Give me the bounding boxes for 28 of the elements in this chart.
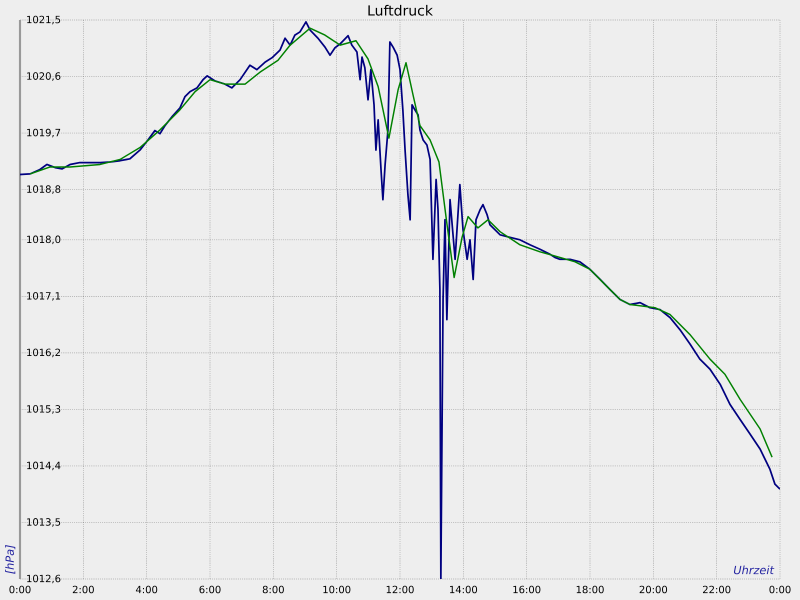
y-tick-label: 1017,1 (27, 292, 60, 301)
line-series (29, 27, 773, 458)
y-tick-label: 1013,5 (27, 518, 60, 527)
y-axis-title: [hPa] (5, 545, 16, 574)
x-tick-label: 16:00 (513, 586, 540, 594)
chart-title: Luftdruck (368, 4, 433, 16)
y-tick-label: 1014,4 (27, 462, 60, 470)
y-tick-label: 1018,0 (27, 236, 60, 244)
x-tick-label: 22:00 (702, 586, 730, 594)
x-tick-label: 8:00 (262, 586, 284, 594)
x-tick-label: 4:00 (136, 586, 158, 594)
y-tick-label: 1020,6 (27, 72, 60, 81)
x-tick-label: 6:00 (199, 586, 221, 594)
y-tick-label: 1018,8 (27, 185, 60, 194)
y-tick-label: 1019,7 (27, 128, 60, 138)
x-tick-label: 12:00 (386, 586, 414, 594)
x-tick-label: 0:00 (9, 586, 31, 594)
x-tick-label: 10:00 (323, 586, 350, 594)
x-tick-label: 18:00 (576, 586, 604, 594)
x-tick-label: 14:00 (450, 586, 478, 594)
x-tick-label: 0:00 (769, 586, 791, 594)
y-tick-label: 1015,3 (27, 405, 60, 414)
y-tick-label: 1021,5 (27, 16, 60, 24)
x-tick-label: 20:00 (640, 586, 668, 594)
y-tick-label: 1016,2 (27, 348, 60, 358)
x-tick-label: 2:00 (72, 586, 94, 594)
x-axis-title: Uhrzeit (734, 566, 774, 574)
y-tick-label: 1012,6 (27, 574, 60, 584)
